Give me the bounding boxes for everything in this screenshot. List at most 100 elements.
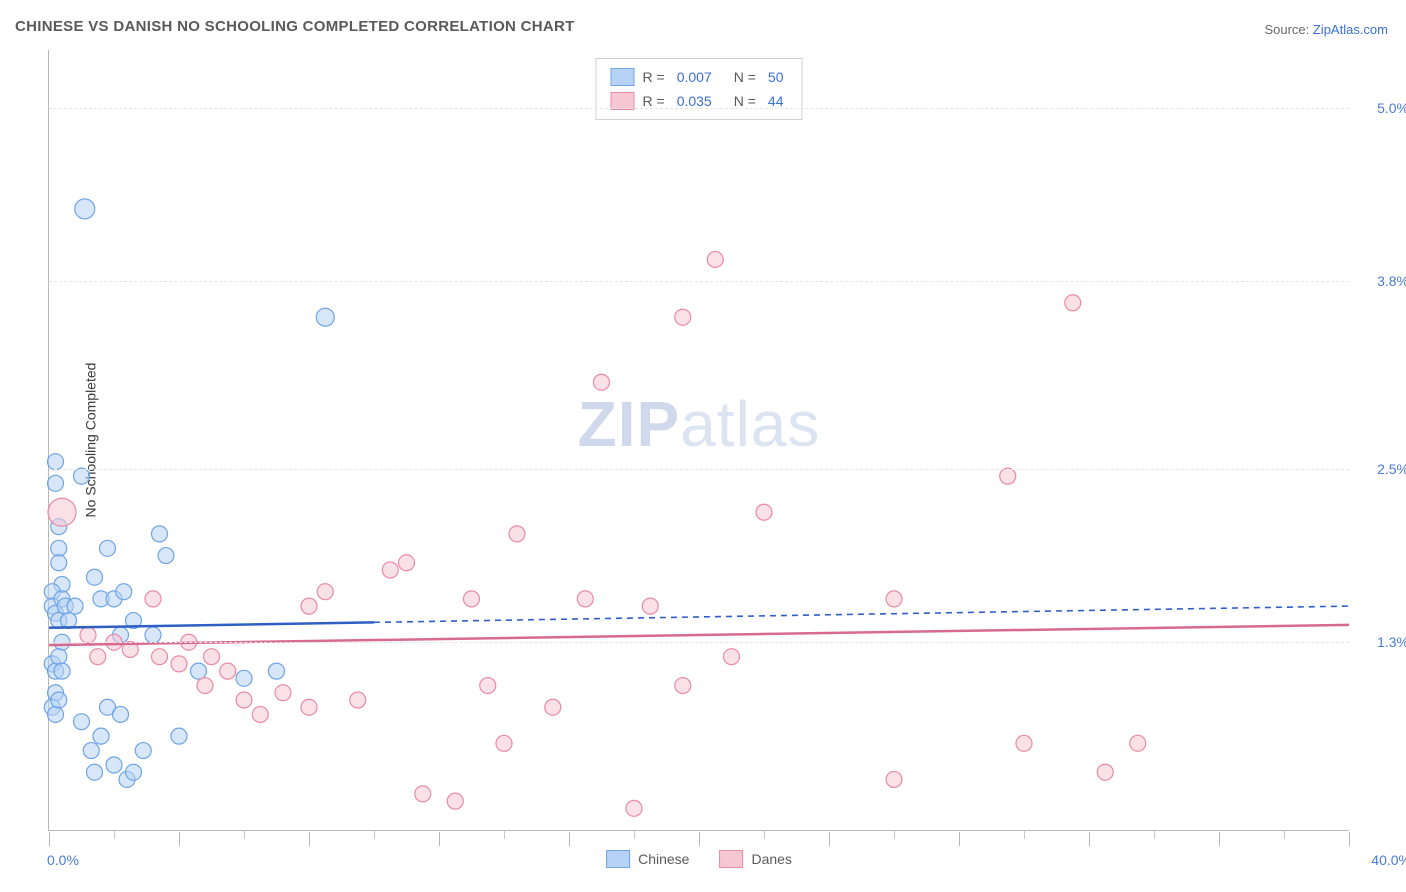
data-point [93, 728, 109, 744]
data-point [83, 743, 99, 759]
data-point [675, 678, 691, 694]
data-point [1130, 735, 1146, 751]
x-tick-minor [504, 831, 505, 839]
series-name-danes: Danes [751, 851, 791, 867]
x-tick-major [309, 832, 310, 846]
data-point [197, 678, 213, 694]
data-point [51, 540, 67, 556]
data-point [171, 656, 187, 672]
data-point [152, 526, 168, 542]
legend-n-value-danes: 44 [768, 89, 784, 113]
y-tick-label: 5.0% [1359, 100, 1406, 116]
data-point [1000, 468, 1016, 484]
data-point [48, 454, 64, 470]
data-point [158, 548, 174, 564]
data-point [236, 692, 252, 708]
legend-row-danes: R = 0.035 N = 44 [611, 89, 788, 113]
legend-n-label: N = [734, 65, 756, 89]
data-point [87, 569, 103, 585]
legend-r-value-danes: 0.035 [677, 89, 712, 113]
chart-title: CHINESE VS DANISH NO SCHOOLING COMPLETED… [15, 18, 575, 35]
bottom-legend-danes: Danes [719, 850, 791, 868]
data-point [236, 670, 252, 686]
data-point [1097, 764, 1113, 780]
data-point [382, 562, 398, 578]
trend-line-dashed [374, 606, 1349, 622]
data-point [316, 308, 334, 326]
x-tick-minor [1284, 831, 1285, 839]
x-axis-min-label: 0.0% [47, 852, 79, 868]
data-point [145, 627, 161, 643]
data-point [269, 663, 285, 679]
data-point [51, 649, 67, 665]
data-point [399, 555, 415, 571]
data-point [80, 627, 96, 643]
data-point [626, 800, 642, 816]
data-point [145, 591, 161, 607]
data-point [317, 584, 333, 600]
plot-area: No Schooling Completed ZIPatlas R = 0.00… [48, 50, 1349, 831]
data-point [675, 309, 691, 325]
data-point [220, 663, 236, 679]
data-point [100, 540, 116, 556]
data-point [545, 699, 561, 715]
data-point [171, 728, 187, 744]
x-tick-major [569, 832, 570, 846]
data-point [756, 504, 772, 520]
source-prefix: Source: [1264, 22, 1312, 37]
data-point [594, 374, 610, 390]
x-tick-minor [764, 831, 765, 839]
source-attribution: Source: ZipAtlas.com [1264, 22, 1388, 37]
data-point [707, 251, 723, 267]
swatch-chinese [606, 850, 630, 868]
data-point [191, 663, 207, 679]
data-point [480, 678, 496, 694]
x-tick-minor [1024, 831, 1025, 839]
data-point [1065, 295, 1081, 311]
series-name-chinese: Chinese [638, 851, 689, 867]
data-point [67, 598, 83, 614]
data-point [116, 584, 132, 600]
legend-n-value-chinese: 50 [768, 65, 784, 89]
x-tick-major [1219, 832, 1220, 846]
data-point [509, 526, 525, 542]
data-point [74, 468, 90, 484]
y-tick-label: 2.5% [1359, 461, 1406, 477]
bottom-legend: Chinese Danes [606, 850, 792, 868]
x-tick-major [829, 832, 830, 846]
data-point [642, 598, 658, 614]
data-point [48, 475, 64, 491]
y-tick-label: 3.8% [1359, 273, 1406, 289]
x-tick-minor [374, 831, 375, 839]
data-point [106, 757, 122, 773]
bottom-legend-chinese: Chinese [606, 850, 689, 868]
data-point [48, 498, 76, 526]
x-axis-max-label: 40.0% [1356, 852, 1406, 868]
trend-line-solid [49, 622, 374, 627]
legend-row-chinese: R = 0.007 N = 50 [611, 65, 788, 89]
data-point [1016, 735, 1032, 751]
data-point [415, 786, 431, 802]
data-point [724, 649, 740, 665]
data-point [126, 764, 142, 780]
source-link[interactable]: ZipAtlas.com [1313, 22, 1388, 37]
data-point [301, 699, 317, 715]
gridline [49, 469, 1349, 470]
scatter-chart [49, 50, 1349, 830]
swatch-chinese [611, 68, 635, 86]
data-point [252, 706, 268, 722]
data-point [152, 649, 168, 665]
data-point [464, 591, 480, 607]
x-tick-minor [114, 831, 115, 839]
data-point [886, 771, 902, 787]
data-point [90, 649, 106, 665]
x-tick-major [1349, 832, 1350, 846]
x-tick-major [959, 832, 960, 846]
data-point [87, 764, 103, 780]
x-tick-major [699, 832, 700, 846]
data-point [275, 685, 291, 701]
data-point [74, 714, 90, 730]
data-point [75, 199, 95, 219]
x-tick-minor [1154, 831, 1155, 839]
legend-r-label: R = [643, 89, 665, 113]
